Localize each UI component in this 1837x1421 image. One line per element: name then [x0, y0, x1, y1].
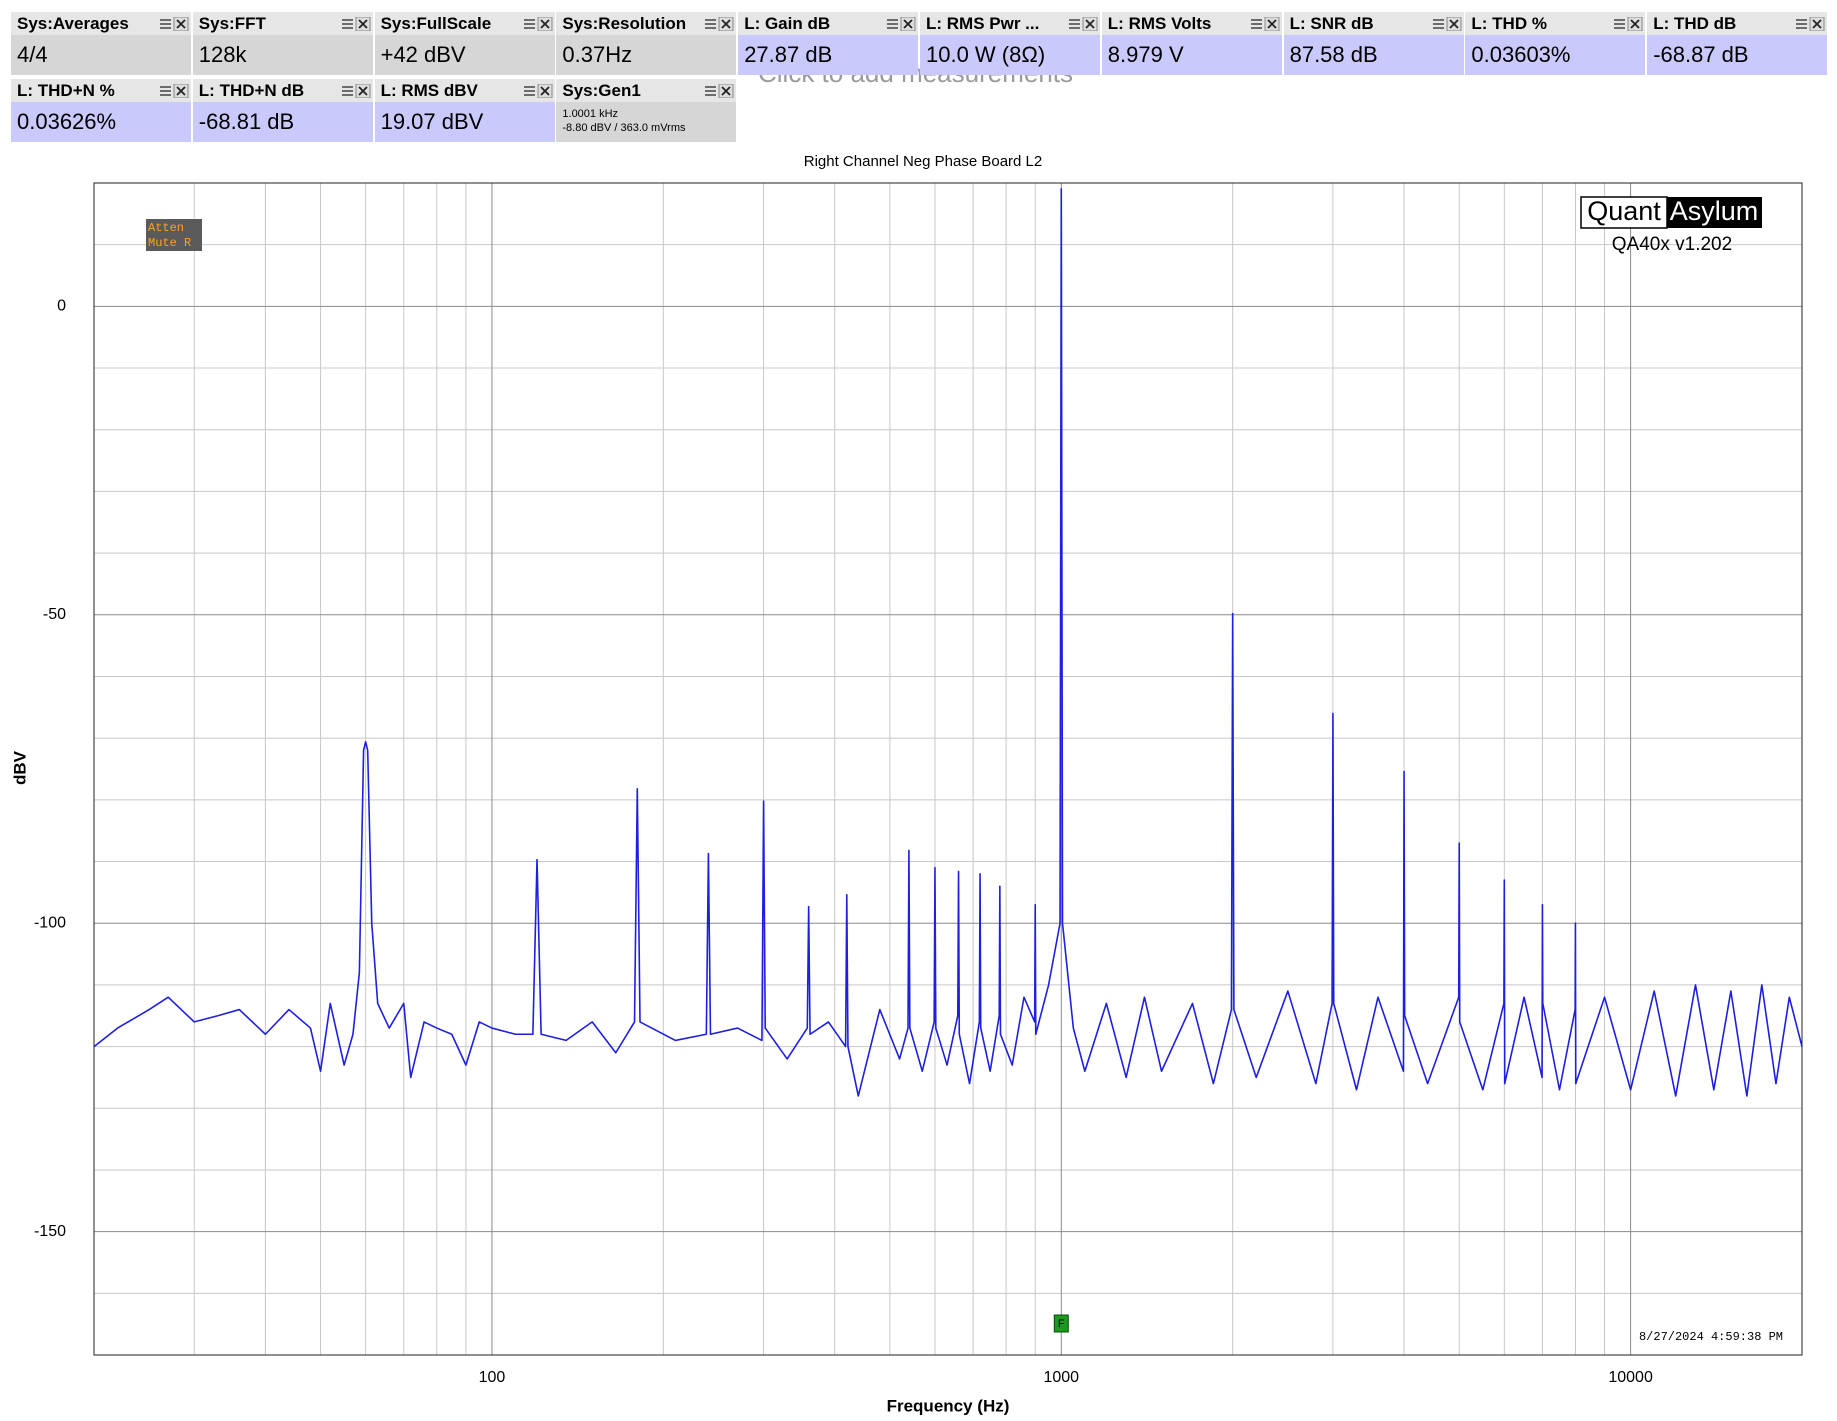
- tile-icons[interactable]: [1795, 17, 1825, 31]
- measurement-tile[interactable]: Sys:FullScale +42 dBV: [374, 12, 555, 75]
- x-axis-label: Frequency (Hz): [887, 1396, 1010, 1415]
- tile-value: 0.03603%: [1465, 35, 1646, 75]
- tile-icons[interactable]: [341, 17, 371, 31]
- tile-title: L: SNR dB: [1283, 12, 1464, 35]
- tile-value: 0.37Hz: [556, 35, 737, 75]
- tile-title: Sys:FFT: [192, 12, 373, 35]
- tile-title: L: Gain dB: [738, 12, 919, 35]
- tile-details: 1.0001 kHz -8.80 dBV / 363.0 mVrms: [556, 102, 737, 142]
- tile-value: 0.03626%: [11, 102, 191, 142]
- close-icon: [1085, 19, 1095, 29]
- tile-title: Sys:Resolution: [556, 12, 737, 35]
- tile-icons[interactable]: [523, 17, 553, 31]
- tile-icons[interactable]: [159, 17, 189, 31]
- tile-title: Sys:Gen1: [556, 79, 737, 102]
- status-badge-text: Atten: [148, 221, 184, 235]
- x-tick-label: 100: [479, 1369, 506, 1386]
- tile-detail-line: 1.0001 kHz: [562, 108, 619, 120]
- measurement-bar: Sys:Averages 4/4 Sys:FFT 128k Sys:FullScale +…: [0, 0, 1837, 150]
- measurement-tile[interactable]: Sys:Gen1 1.0001 kHz -8.80 dBV / 363.0 mVrm…: [556, 79, 737, 142]
- measurement-tile[interactable]: L: RMS Volts 8.979 V: [1101, 12, 1282, 75]
- close-icon: [539, 86, 550, 96]
- frequency-marker-label: F: [1058, 1318, 1065, 1330]
- tile-value: 4/4: [11, 35, 191, 75]
- tile-icons[interactable]: [1068, 17, 1098, 31]
- x-tick-label: 10000: [1608, 1369, 1653, 1386]
- tile-icons[interactable]: [1613, 17, 1643, 31]
- measurement-tile[interactable]: L: THD % 0.03603%: [1465, 12, 1646, 75]
- y-tick-label: -100: [34, 914, 66, 931]
- logo-right-box: [1667, 197, 1762, 228]
- tile-icons[interactable]: [1432, 17, 1462, 31]
- y-tick-label: 0: [57, 298, 66, 315]
- y-axis-label: dBV: [10, 750, 29, 785]
- close-icon: [903, 19, 913, 29]
- tile-value: -68.87 dB: [1647, 35, 1828, 75]
- tile-title: L: THD+N %: [11, 79, 191, 102]
- measurement-tile[interactable]: L: Gain dB 27.87 dB: [738, 12, 919, 75]
- spectrum-line: [93, 187, 1803, 1097]
- tile-icons[interactable]: [341, 84, 371, 98]
- tile-icons[interactable]: [704, 17, 734, 31]
- y-tick-label: -50: [43, 606, 66, 623]
- logo-left: Quant: [1587, 196, 1661, 226]
- tile-value: 27.87 dB: [738, 35, 919, 75]
- tile-icons[interactable]: [159, 84, 189, 98]
- close-icon: [1630, 19, 1641, 29]
- tile-icons[interactable]: [523, 84, 553, 98]
- tile-title: Sys:Averages: [11, 12, 191, 35]
- tile-value: 87.58 dB: [1283, 35, 1464, 75]
- measurement-tile[interactable]: Sys:FFT 128k: [192, 12, 373, 75]
- close-icon: [1267, 19, 1277, 29]
- tile-title: L: THD %: [1465, 12, 1646, 35]
- tile-title: L: THD dB: [1647, 12, 1828, 35]
- measurement-tile[interactable]: L: THD+N % 0.03626%: [11, 79, 191, 142]
- measurement-tile[interactable]: L: THD+N dB -68.81 dB: [192, 79, 373, 142]
- tile-value: 128k: [192, 35, 373, 75]
- close-icon: [1812, 19, 1822, 29]
- tile-icons[interactable]: [704, 84, 734, 98]
- close-icon: [176, 19, 186, 29]
- version-label: QA40x v1.202: [1612, 234, 1732, 255]
- measurement-tile[interactable]: L: THD dB -68.87 dB: [1647, 12, 1828, 75]
- logo-right: Asylum: [1670, 196, 1759, 226]
- close-icon: [721, 86, 732, 96]
- status-badge: [146, 219, 202, 251]
- tile-value: -68.81 dB: [192, 102, 373, 142]
- tile-title: L: THD+N dB: [192, 79, 373, 102]
- close-icon: [358, 86, 368, 96]
- tile-icons[interactable]: [1250, 17, 1280, 31]
- tile-title: Sys:FullScale: [374, 12, 555, 35]
- chart-title: Right Channel Neg Phase Board L2: [804, 153, 1043, 170]
- measurement-tile[interactable]: Sys:Averages 4/4: [11, 12, 191, 75]
- close-icon: [721, 19, 732, 29]
- measurement-tile[interactable]: L: RMS Pwr ... 10.0 W (8Ω): [920, 12, 1100, 75]
- close-icon: [176, 86, 186, 96]
- plot-area: [94, 183, 1802, 1355]
- x-tick-label: 1000: [1043, 1369, 1079, 1386]
- tile-value: 19.07 dBV: [374, 102, 555, 142]
- measurement-tile[interactable]: Sys:Resolution 0.37Hz: [556, 12, 737, 75]
- close-icon: [358, 19, 368, 29]
- status-badge-text: Mute R: [148, 236, 191, 250]
- measurement-tile[interactable]: L: RMS dBV 19.07 dBV: [374, 79, 555, 142]
- timestamp: 8/27/2024 4:59:38 PM: [1639, 1330, 1783, 1344]
- tile-value: 10.0 W (8Ω): [920, 35, 1100, 75]
- tile-title: L: RMS Volts: [1101, 12, 1282, 35]
- frequency-marker: [1053, 1314, 1069, 1333]
- tile-title: L: RMS Pwr ...: [920, 12, 1100, 35]
- tile-title: L: RMS dBV: [374, 79, 555, 102]
- logo-left-box: [1580, 196, 1668, 229]
- plot-border: [93, 182, 1803, 1356]
- y-tick-label: -150: [34, 1223, 66, 1240]
- tile-icons[interactable]: [886, 17, 916, 31]
- tile-detail-line: -8.80 dBV / 363.0 mVrms: [562, 122, 686, 134]
- tile-value: 8.979 V: [1101, 35, 1282, 75]
- tile-value: +42 dBV: [374, 35, 555, 75]
- close-icon: [539, 19, 550, 29]
- measurement-tile[interactable]: L: SNR dB 87.58 dB: [1283, 12, 1464, 75]
- close-icon: [1448, 19, 1459, 29]
